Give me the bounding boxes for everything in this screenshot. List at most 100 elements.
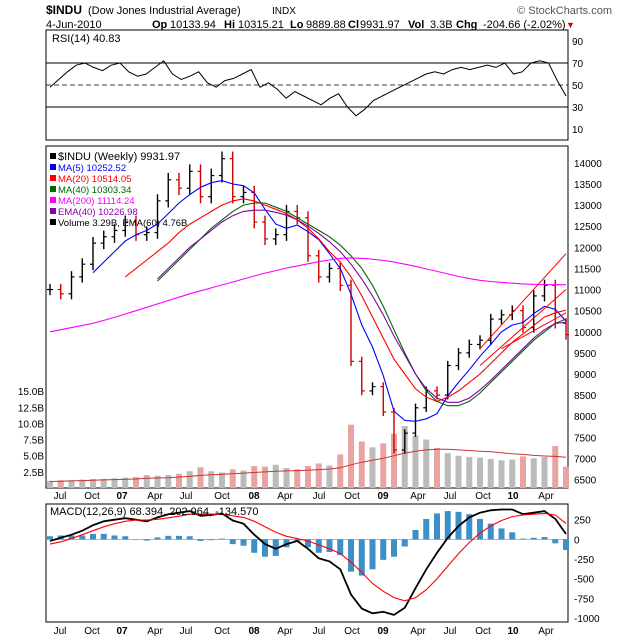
symbol: $INDU: [46, 3, 82, 17]
price-tick-label: 7000: [574, 454, 597, 465]
macd-histogram-bar: [165, 535, 172, 540]
macd-histogram-bar: [197, 539, 204, 541]
macd-histogram-bar: [477, 518, 483, 540]
legend-swatch: [50, 219, 56, 225]
x-tick-label-lower: Oct: [344, 626, 360, 637]
macd-histogram-bar: [272, 539, 279, 556]
high-value: 10315.21: [238, 19, 284, 31]
macd-histogram-bar: [369, 539, 376, 570]
macd-histogram-bar: [186, 536, 193, 540]
price-tick-label: 14000: [574, 159, 602, 170]
macd-histogram-bar: [391, 539, 397, 557]
legend-swatch: [50, 153, 56, 159]
price-bar: [79, 258, 86, 283]
volume-tick-label: 12.5B: [18, 403, 44, 414]
macd-histogram-bar: [315, 539, 322, 553]
volume-bar: [229, 469, 236, 488]
macd-histogram-bar: [111, 535, 118, 540]
volume-bar: [444, 453, 451, 488]
macd-histogram-bar: [358, 539, 365, 576]
volume-bar: [100, 478, 107, 488]
macd-histogram-bar: [240, 539, 247, 546]
price-bar: [186, 164, 193, 196]
price-bar: [47, 283, 53, 296]
price-tick-label: 7500: [574, 433, 597, 444]
macd-panel-frame: [45, 503, 569, 623]
close-value: 9931.97: [360, 19, 400, 31]
price-bar: [466, 339, 473, 358]
macd-histogram-bar: [552, 539, 559, 544]
x-tick-label-upper: 07: [116, 491, 128, 502]
macd-histogram-bar: [79, 535, 86, 540]
price-bar: [520, 305, 526, 333]
price-bar: [369, 382, 376, 396]
x-tick-label-lower: 08: [248, 626, 260, 637]
price-bar: [240, 185, 247, 204]
price-bar: [358, 356, 365, 396]
macd-histogram-bar: [219, 538, 225, 540]
x-tick-label-upper: Jul: [54, 491, 67, 502]
macd-histogram-bar: [122, 536, 129, 540]
volume-bar: [111, 478, 118, 488]
rsi-tick-label: 70: [572, 59, 584, 70]
price-bar: [229, 151, 236, 204]
price-bar: [111, 224, 118, 243]
price-bar: [57, 283, 64, 300]
x-tick-label-lower: Apr: [277, 626, 293, 637]
low-value: 9889.88: [306, 19, 346, 31]
price-bar: [434, 386, 440, 400]
price-bar: [401, 429, 408, 454]
volume-bar: [509, 459, 516, 488]
volume-bar: [401, 426, 408, 488]
ma200-line: [49, 257, 566, 333]
volume-bar: [530, 458, 537, 488]
macd-histogram-bar: [154, 537, 161, 540]
chart-header: $INDU (Dow Jones Industrial Average) IND…: [46, 3, 612, 31]
volume-label: Vol: [408, 19, 424, 31]
volume-bar: [477, 457, 483, 488]
macd-histogram-bar: [90, 533, 96, 540]
macd-tick-label: -750: [574, 594, 594, 605]
legend-swatch: [50, 175, 56, 181]
price-bar: [208, 168, 215, 204]
x-tick-label-lower: 07: [116, 626, 128, 637]
price-bar: [100, 230, 107, 250]
volume-bar: [79, 479, 86, 488]
x-tick-label-upper: Apr: [410, 491, 426, 502]
open-value: 10133.94: [170, 19, 216, 31]
volume-tick-label: 5.0B: [23, 452, 44, 463]
price-tick-label: 9500: [574, 349, 597, 360]
price-bar: [412, 403, 419, 437]
volume-bar: [154, 475, 161, 488]
macd-histogram-bar: [444, 511, 451, 540]
volume-bar: [68, 480, 75, 488]
macd-tick-label: 250: [574, 516, 591, 527]
x-tick-label-lower: Oct: [214, 626, 230, 637]
macd-histogram-bar: [380, 539, 387, 560]
x-tick-label-upper: Apr: [147, 491, 163, 502]
legend-ma200: MA(200) 11114.24: [58, 196, 135, 207]
legend-swatch: [50, 208, 56, 214]
macd-histogram-bar: [520, 538, 526, 540]
x-tick-label-lower: Oct: [84, 626, 100, 637]
volume-bar: [434, 447, 440, 488]
volume-bar: [133, 477, 139, 488]
price-bar: [197, 164, 204, 204]
price-bar: [68, 271, 75, 300]
macd-histogram-bar: [47, 536, 53, 540]
volume-bar: [165, 475, 172, 488]
macd-histogram-bar: [412, 529, 419, 540]
macd-histogram-bar: [401, 539, 408, 547]
legend-swatch: [50, 197, 56, 203]
macd-histogram-bar: [326, 539, 333, 552]
trend-line: [479, 253, 567, 350]
price-tick-label: 12500: [574, 222, 602, 233]
macd-tick-label: -1000: [574, 614, 600, 625]
volume-bar: [423, 439, 430, 488]
price-bar: [326, 262, 333, 283]
price-tick-label: 10000: [574, 328, 602, 339]
volume-bar: [294, 469, 301, 488]
volume-bar: [57, 480, 64, 488]
